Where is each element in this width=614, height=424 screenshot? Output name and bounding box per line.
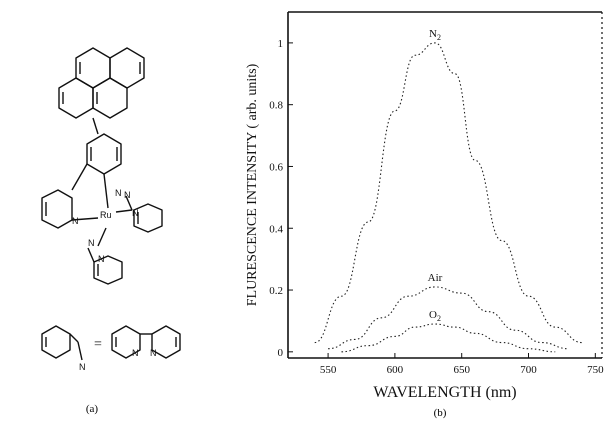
x-tick-label: 650 xyxy=(453,364,470,376)
series-layer xyxy=(314,42,582,353)
picolylamine-lower xyxy=(87,247,123,285)
molecule-structure xyxy=(41,47,181,361)
atom-n-legend-picolyl: N xyxy=(79,362,86,372)
pyridine-left xyxy=(41,189,73,229)
equals-sign: = xyxy=(94,337,102,352)
x-tick-label: 700 xyxy=(520,364,537,376)
atom-n-right: N xyxy=(124,190,131,200)
y-axis-ticks: 0 0.2 0.4 0.6 0.8 1 xyxy=(269,38,293,359)
legend-picolylamine xyxy=(41,325,83,361)
pyrene-group xyxy=(58,47,145,119)
series-label-air: Air xyxy=(428,272,443,284)
picolylamine-right xyxy=(125,195,163,233)
atom-n-lower: N xyxy=(88,238,95,248)
series-labels: N2 Air O2 xyxy=(428,28,443,323)
x-axis-title: WAVELENGTH (nm) xyxy=(373,384,516,401)
panel-b-label: (b) xyxy=(434,407,447,419)
series-line-air xyxy=(328,286,569,350)
y-tick-label: 1 xyxy=(278,38,284,50)
x-tick-label: 600 xyxy=(387,364,404,376)
x-axis-ticks: 550 600 650 700 750 xyxy=(320,353,604,376)
y-tick-label: 0.6 xyxy=(269,161,283,173)
series-label-n2: N2 xyxy=(429,28,441,42)
fluorescence-chart: 0 0.2 0.4 0.6 0.8 1 550 600 650 700 750 N2 Air O2 W… xyxy=(245,11,604,401)
atom-ru: Ru xyxy=(100,210,112,220)
atom-n-legend-bipy-1: N xyxy=(132,348,139,358)
atom-n-lower-ring: N xyxy=(98,254,105,264)
legend-bipyridine xyxy=(111,325,181,359)
y-tick-label: 0.2 xyxy=(269,285,283,297)
atom-n-left: N xyxy=(72,216,79,226)
y-tick-label: 0.8 xyxy=(269,100,283,112)
y-tick-label: 0 xyxy=(278,347,284,359)
y-axis-title: FLURESCENCE INTENSITY ( arb. units) xyxy=(245,63,260,306)
series-label-o2: O2 xyxy=(429,309,441,323)
atom-n-legend-bipy-2: N xyxy=(150,348,157,358)
atom-n-right-ring: N xyxy=(132,208,139,218)
pyridine-upper xyxy=(86,133,122,175)
atom-n-upper: N xyxy=(115,188,122,198)
x-tick-label: 550 xyxy=(320,364,337,376)
y-tick-label: 0.4 xyxy=(269,223,283,235)
series-line-o2 xyxy=(341,323,556,353)
panel-a-label: (a) xyxy=(86,403,99,415)
series-line-n2 xyxy=(314,42,582,344)
x-tick-label: 750 xyxy=(587,364,604,376)
